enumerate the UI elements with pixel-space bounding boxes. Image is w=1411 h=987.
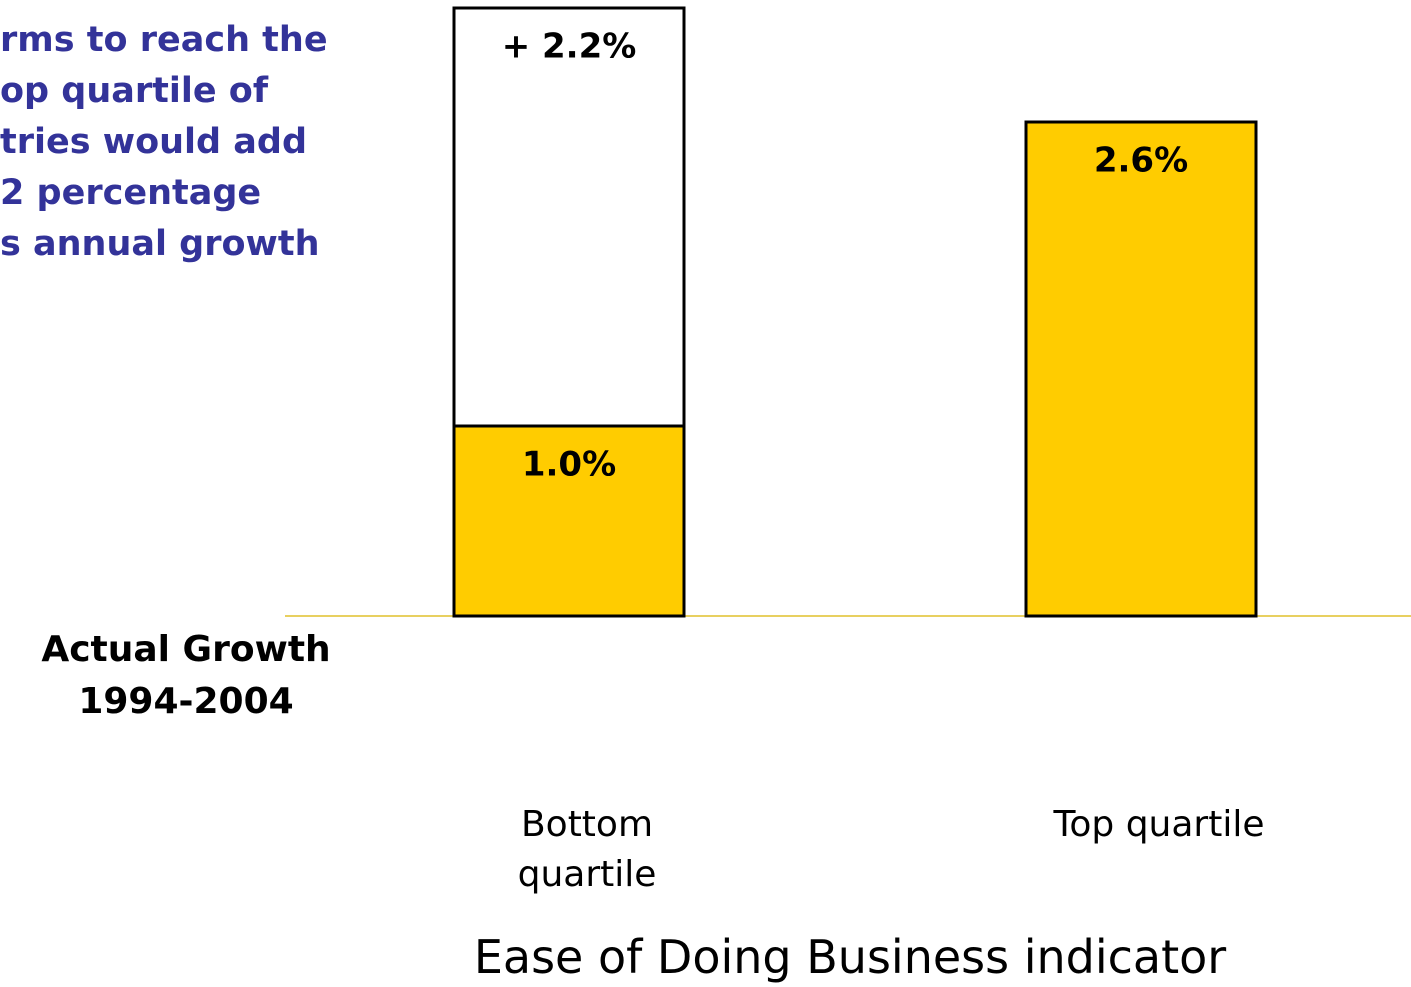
annotation: op quartile of: [0, 71, 269, 111]
x-tick-label: Bottom quartile: [517, 804, 657, 895]
value-label: + 2.2%: [502, 27, 637, 67]
annotation: tries would add: [0, 122, 307, 162]
x-tick-label: Top quartile: [1053, 804, 1265, 845]
y-axis-label: Actual Growth 1994-2004: [41, 629, 331, 722]
bar-segment: [1024, 120, 1258, 618]
value-label: 2.6%: [1094, 141, 1188, 181]
annotation: rms to reach the: [0, 20, 328, 60]
bar-segment: [452, 6, 686, 428]
annotation: s annual growth: [0, 224, 320, 264]
x-axis-label: Ease of Doing Business indicator: [473, 930, 1227, 984]
value-label: 1.0%: [522, 445, 616, 485]
annotation: 2 percentage: [0, 173, 261, 213]
bar-segment: [452, 424, 686, 618]
